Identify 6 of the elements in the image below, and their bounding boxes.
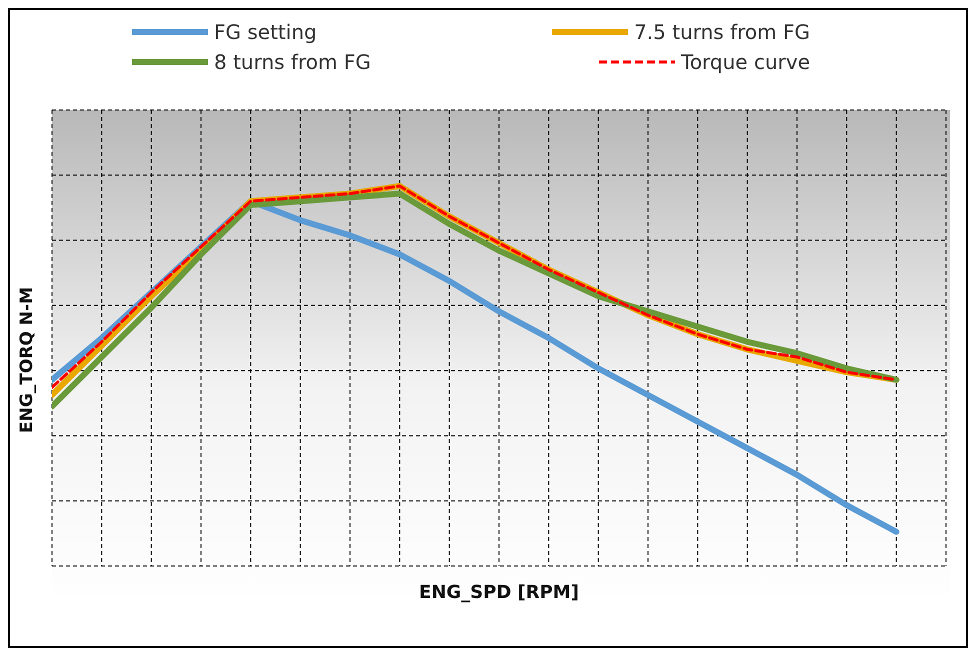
legend-label: 7.5 turns from FG xyxy=(634,20,810,44)
legend-label: Torque curve xyxy=(681,50,810,74)
y-axis-title: ENG_TORQ N-M xyxy=(17,286,37,434)
legend-label: 8 turns from FG xyxy=(214,50,371,74)
legend-label: FG setting xyxy=(214,20,317,44)
x-axis-title: ENG_SPD [RPM] xyxy=(419,582,579,603)
